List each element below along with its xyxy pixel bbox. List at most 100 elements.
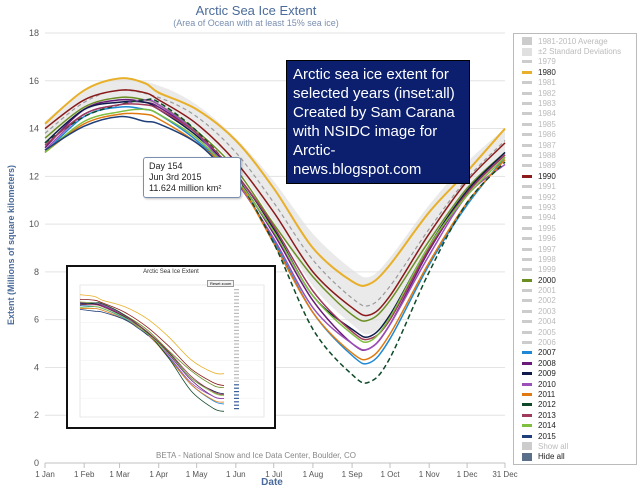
legend-label: 2003 bbox=[538, 306, 556, 316]
legend-item-2009[interactable]: 2009 bbox=[514, 369, 636, 379]
inset-legend-swatch bbox=[234, 333, 239, 335]
legend-label: ±2 Standard Deviations bbox=[538, 47, 622, 57]
inset-legend-swatch bbox=[234, 404, 239, 406]
inset-legend-swatch bbox=[234, 326, 239, 328]
inset-legend-swatch bbox=[234, 336, 239, 338]
legend-item-2001[interactable]: 2001 bbox=[514, 285, 636, 295]
legend-item-1979[interactable]: 1979 bbox=[514, 57, 636, 67]
legend-item-1994[interactable]: 1994 bbox=[514, 213, 636, 223]
legend-item-2002[interactable]: 2002 bbox=[514, 296, 636, 306]
legend-item-2006[interactable]: 2006 bbox=[514, 337, 636, 347]
footer-credit: BETA - National Snow and Ice Data Center… bbox=[156, 451, 356, 460]
y-tick-label: 12 bbox=[29, 171, 39, 181]
legend-item-2010[interactable]: 2010 bbox=[514, 379, 636, 389]
legend-item-1999[interactable]: 1999 bbox=[514, 265, 636, 275]
inset-legend-swatch bbox=[234, 353, 239, 355]
legend-item-2014[interactable]: 2014 bbox=[514, 420, 636, 430]
inset-legend-swatch bbox=[234, 357, 239, 359]
legend-swatch bbox=[522, 153, 532, 157]
legend-item-1997[interactable]: 1997 bbox=[514, 244, 636, 254]
legend-item-1987[interactable]: 1987 bbox=[514, 140, 636, 150]
series-line-1980[interactable] bbox=[44, 77, 506, 287]
legend-label: 2010 bbox=[538, 379, 556, 389]
legend-item-1998[interactable]: 1998 bbox=[514, 254, 636, 264]
legend-item-2004[interactable]: 2004 bbox=[514, 317, 636, 327]
series-line-2008[interactable] bbox=[44, 98, 506, 352]
series-line-2007[interactable] bbox=[44, 106, 506, 365]
inset-legend-swatch bbox=[234, 316, 239, 318]
legend-item-2007[interactable]: 2007 bbox=[514, 348, 636, 358]
legend-item-1995[interactable]: 1995 bbox=[514, 223, 636, 233]
legend-item-2003[interactable]: 2003 bbox=[514, 306, 636, 316]
inset-line-2014 bbox=[79, 306, 225, 397]
series-line-2012[interactable] bbox=[44, 98, 506, 384]
legend-swatch bbox=[522, 133, 532, 137]
legend-label: 2014 bbox=[538, 421, 556, 431]
legend-item-1989[interactable]: 1989 bbox=[514, 161, 636, 171]
series-line-1990[interactable] bbox=[44, 89, 506, 317]
legend-item-2012[interactable]: 2012 bbox=[514, 400, 636, 410]
series-line-2000[interactable] bbox=[44, 96, 506, 322]
legend-item-2013[interactable]: 2013 bbox=[514, 410, 636, 420]
legend-item-1993[interactable]: 1993 bbox=[514, 202, 636, 212]
legend-label: 1986 bbox=[538, 130, 556, 140]
legend-item-1991[interactable]: 1991 bbox=[514, 181, 636, 191]
legend-item-1983[interactable]: 1983 bbox=[514, 98, 636, 108]
legend-swatch bbox=[522, 351, 532, 355]
legend-item-hide-all[interactable]: Hide all bbox=[514, 452, 636, 462]
legend-item-1988[interactable]: 1988 bbox=[514, 150, 636, 160]
legend-label: 1984 bbox=[538, 109, 556, 119]
legend-swatch bbox=[522, 372, 532, 376]
legend-label: 2015 bbox=[538, 431, 556, 441]
legend-item-2011[interactable]: 2011 bbox=[514, 389, 636, 399]
legend-item-1996[interactable]: 1996 bbox=[514, 233, 636, 243]
y-tick-label: 6 bbox=[34, 315, 39, 325]
series-lines[interactable] bbox=[44, 77, 506, 384]
legend-label: Hide all bbox=[538, 452, 565, 462]
legend-item-1982[interactable]: 1982 bbox=[514, 88, 636, 98]
legend-item-2000[interactable]: 2000 bbox=[514, 275, 636, 285]
legend-swatch bbox=[522, 112, 532, 116]
legend-item-1980[interactable]: 1980 bbox=[514, 67, 636, 77]
legend-swatch bbox=[522, 278, 532, 282]
legend-label: 1983 bbox=[538, 99, 556, 109]
legend-item-2005[interactable]: 2005 bbox=[514, 327, 636, 337]
inset-legend-swatch bbox=[234, 329, 239, 331]
legend-label: 1988 bbox=[538, 150, 556, 160]
y-tick-label: 14 bbox=[29, 124, 39, 134]
legend-item-1985[interactable]: 1985 bbox=[514, 119, 636, 129]
series-line-2013[interactable] bbox=[44, 103, 506, 341]
legend-item-1990[interactable]: 1990 bbox=[514, 171, 636, 181]
legend-item-2008[interactable]: 2008 bbox=[514, 358, 636, 368]
legend-label: 1994 bbox=[538, 213, 556, 223]
y-tick-label: 16 bbox=[29, 76, 39, 86]
legend-item-2015[interactable]: 2015 bbox=[514, 431, 636, 441]
legend-item--2-standard-deviations[interactable]: ±2 Standard Deviations bbox=[514, 46, 636, 56]
x-tick-label: 1 Sep bbox=[342, 470, 363, 479]
legend-item-1981-2010-average[interactable]: 1981-2010 Average bbox=[514, 36, 636, 46]
series-line-2010[interactable] bbox=[44, 99, 506, 351]
legend-label: 1989 bbox=[538, 161, 556, 171]
legend-swatch bbox=[522, 268, 532, 272]
legend-item-1981[interactable]: 1981 bbox=[514, 78, 636, 88]
legend-label: 2011 bbox=[538, 389, 556, 399]
x-tick-label: 1 Oct bbox=[380, 470, 400, 479]
inset-legend-swatch bbox=[234, 387, 239, 389]
x-tick-label: 1 Feb bbox=[74, 470, 95, 479]
series-line-2014[interactable] bbox=[44, 108, 506, 344]
legend-item-1992[interactable]: 1992 bbox=[514, 192, 636, 202]
legend-label: 1991 bbox=[538, 182, 556, 192]
inset-legend-swatch bbox=[234, 302, 239, 304]
inset-reset-zoom-button[interactable]: Reset zoom bbox=[207, 280, 235, 287]
legend-item-show-all[interactable]: Show all bbox=[514, 441, 636, 451]
legend-swatch bbox=[522, 195, 532, 199]
inset-legend-swatch bbox=[234, 289, 239, 291]
legend-item-1984[interactable]: 1984 bbox=[514, 109, 636, 119]
y-tick-label: 2 bbox=[34, 410, 39, 420]
x-tick-label: 1 Jan bbox=[35, 470, 55, 479]
tooltip-day: Day 154 bbox=[149, 161, 183, 171]
legend-swatch bbox=[522, 174, 532, 178]
legend-label: 1990 bbox=[538, 171, 556, 181]
y-axis-ticks: 0 2 4 6 8 10 12 14 16 18 bbox=[29, 28, 39, 468]
legend-item-1986[interactable]: 1986 bbox=[514, 130, 636, 140]
